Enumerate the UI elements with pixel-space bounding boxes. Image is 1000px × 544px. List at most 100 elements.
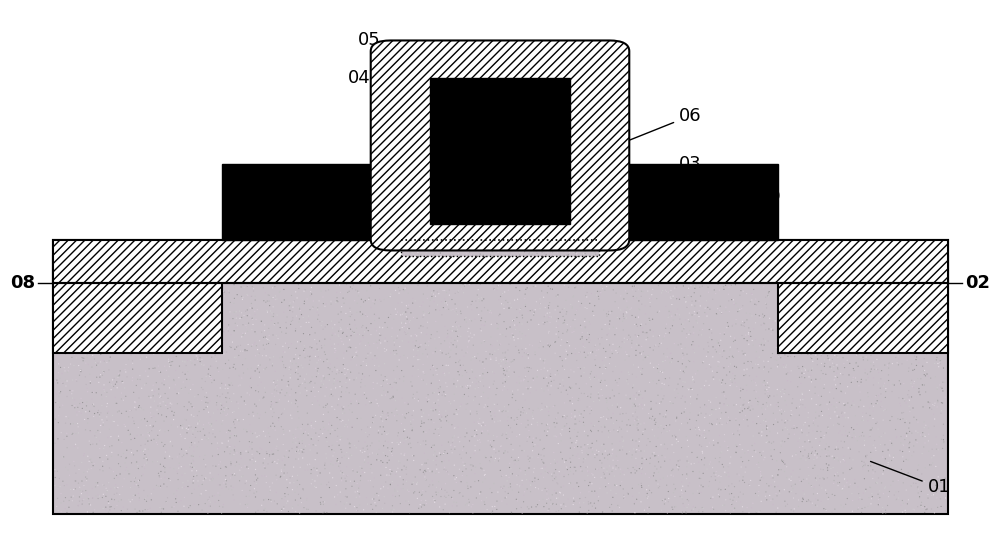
Point <box>239 269 255 277</box>
Point <box>926 340 942 349</box>
Point <box>628 461 644 470</box>
Point <box>674 443 690 452</box>
Point <box>216 259 232 268</box>
Point <box>480 195 496 204</box>
Point <box>816 344 832 353</box>
Point <box>130 310 146 318</box>
Point <box>492 244 508 252</box>
Point <box>552 206 568 215</box>
Point <box>168 352 184 361</box>
Point <box>92 436 108 445</box>
Point <box>566 292 582 300</box>
Point <box>245 314 261 323</box>
Point <box>222 394 238 403</box>
Point <box>519 283 535 292</box>
Point <box>426 365 442 374</box>
Point <box>600 392 616 401</box>
Point <box>565 451 581 460</box>
Point <box>243 254 259 263</box>
Point <box>568 306 584 314</box>
Point <box>432 415 448 424</box>
Point <box>863 284 879 293</box>
Point <box>426 450 442 459</box>
Point <box>392 374 408 383</box>
Point <box>188 258 204 267</box>
Point <box>638 336 654 344</box>
Point <box>319 255 335 263</box>
Point <box>595 264 611 273</box>
Point <box>435 194 451 203</box>
Point <box>566 224 582 233</box>
Point <box>919 273 935 281</box>
Point <box>215 365 231 374</box>
Point <box>451 169 467 178</box>
Point <box>166 375 182 384</box>
Point <box>534 455 550 464</box>
Point <box>869 397 885 405</box>
Point <box>446 177 462 186</box>
Point <box>292 306 308 315</box>
Point <box>731 347 747 356</box>
Point <box>695 508 711 516</box>
Point <box>72 486 88 495</box>
Point <box>791 280 807 289</box>
Point <box>664 273 680 282</box>
Point <box>718 471 734 479</box>
Point <box>576 421 592 430</box>
Point <box>801 386 817 395</box>
Point <box>80 452 96 461</box>
Point <box>96 385 112 394</box>
Point <box>412 500 428 509</box>
Point <box>484 221 500 230</box>
Point <box>367 296 383 305</box>
Point <box>722 256 738 264</box>
Point <box>584 186 600 195</box>
Point <box>384 449 400 458</box>
Point <box>330 454 346 463</box>
Point <box>657 444 673 453</box>
Point <box>500 412 516 421</box>
Point <box>533 243 549 251</box>
Point <box>763 353 779 362</box>
Point <box>321 478 337 486</box>
Point <box>143 490 159 498</box>
Point <box>529 229 545 238</box>
Point <box>525 434 541 443</box>
Point <box>536 444 552 453</box>
Point <box>535 225 551 233</box>
Point <box>826 310 842 319</box>
Point <box>506 156 522 164</box>
Point <box>446 211 462 220</box>
Point <box>300 279 316 287</box>
Point <box>256 345 272 354</box>
Point <box>73 399 89 408</box>
Point <box>317 392 333 400</box>
Point <box>810 338 826 347</box>
Point <box>465 196 481 205</box>
Point <box>382 480 398 489</box>
Point <box>856 432 872 441</box>
Point <box>698 296 714 305</box>
Point <box>921 430 937 438</box>
Point <box>710 255 726 264</box>
Point <box>535 164 551 173</box>
Point <box>471 419 487 428</box>
Point <box>184 451 200 460</box>
Point <box>880 336 896 344</box>
Point <box>899 499 915 508</box>
Point <box>516 191 532 200</box>
Point <box>916 418 932 426</box>
Point <box>192 427 208 436</box>
Point <box>499 416 515 425</box>
Point <box>303 479 319 488</box>
Point <box>256 366 272 374</box>
Point <box>332 459 348 468</box>
Point <box>330 259 346 268</box>
Point <box>898 429 914 437</box>
Point <box>437 463 453 472</box>
Point <box>68 322 84 330</box>
Point <box>376 270 392 279</box>
Point <box>136 297 152 306</box>
Point <box>612 423 628 431</box>
Point <box>823 414 839 423</box>
